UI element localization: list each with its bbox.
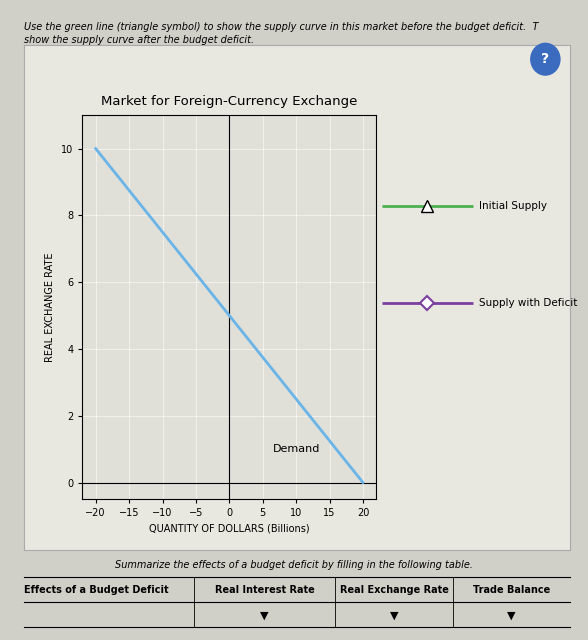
Text: show the supply curve after the budget deficit.: show the supply curve after the budget d… [24, 35, 253, 45]
Text: ▼: ▼ [390, 611, 398, 621]
Text: Supply with Deficit: Supply with Deficit [479, 298, 577, 308]
Text: Summarize the effects of a budget deficit by filling in the following table.: Summarize the effects of a budget defici… [115, 560, 473, 570]
Text: Real Interest Rate: Real Interest Rate [215, 585, 315, 595]
Text: Real Exchange Rate: Real Exchange Rate [339, 585, 449, 595]
Y-axis label: REAL EXCHANGE RATE: REAL EXCHANGE RATE [45, 252, 55, 362]
Circle shape [531, 44, 560, 75]
Text: Demand: Demand [273, 444, 320, 454]
Text: Trade Balance: Trade Balance [473, 585, 550, 595]
Text: ▼: ▼ [507, 611, 516, 621]
Text: ?: ? [542, 52, 549, 66]
Title: Market for Foreign-Currency Exchange: Market for Foreign-Currency Exchange [101, 95, 358, 108]
Text: Effects of a Budget Deficit: Effects of a Budget Deficit [24, 585, 168, 595]
X-axis label: QUANTITY OF DOLLARS (Billions): QUANTITY OF DOLLARS (Billions) [149, 524, 310, 534]
Text: ▼: ▼ [260, 611, 269, 621]
Text: Use the green line (triangle symbol) to show the supply curve in this market bef: Use the green line (triangle symbol) to … [24, 22, 538, 33]
Text: Initial Supply: Initial Supply [479, 202, 547, 211]
